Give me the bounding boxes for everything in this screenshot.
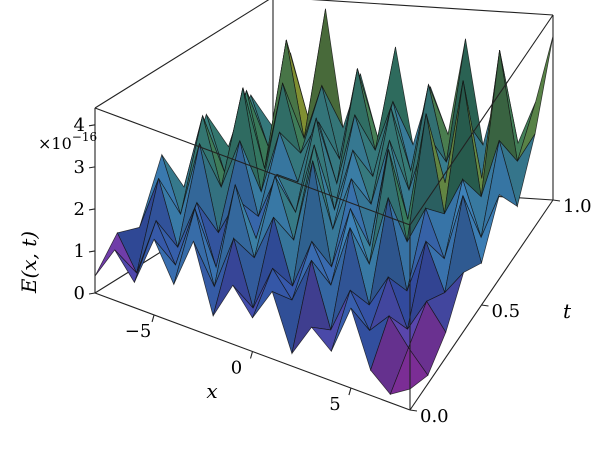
z-tick-label: 0 bbox=[74, 283, 85, 304]
x-tick bbox=[348, 387, 352, 396]
z-tick bbox=[88, 124, 96, 127]
axis-ticks: −5 0 5 0.0 0.5 1.0 0 1 2 3 4 bbox=[74, 115, 592, 427]
z-tick-label: 4 bbox=[74, 115, 85, 136]
z-tick-label: 3 bbox=[74, 157, 85, 178]
z-tick bbox=[88, 166, 96, 169]
z-tick bbox=[88, 250, 96, 253]
x-tick bbox=[249, 351, 254, 359]
z-tick-label: 1 bbox=[74, 241, 85, 262]
t-tick bbox=[409, 409, 418, 412]
t-axis-label: t bbox=[563, 299, 572, 323]
z-scale-factor: ×10−16 bbox=[38, 130, 97, 153]
box-edge bbox=[94, 107, 411, 226]
t-tick-label: 0.5 bbox=[492, 301, 521, 322]
z-axis-label: E(x, t) bbox=[17, 231, 41, 294]
x-tick bbox=[151, 314, 155, 323]
x-tick-label: 5 bbox=[329, 394, 340, 415]
t-tick-label: 0.0 bbox=[420, 406, 449, 427]
x-axis-label: x bbox=[206, 379, 217, 403]
box-edge bbox=[311, 0, 554, 16]
t-tick bbox=[552, 199, 561, 202]
z-tick bbox=[88, 292, 96, 295]
box-edge bbox=[409, 14, 554, 226]
x-tick-label: −5 bbox=[125, 321, 152, 342]
t-tick bbox=[481, 304, 489, 307]
surface-patch bbox=[389, 347, 429, 395]
surface-mesh bbox=[94, 8, 554, 395]
box-edge bbox=[94, 0, 270, 109]
x-tick-label: 0 bbox=[231, 358, 242, 379]
z-tick bbox=[88, 208, 96, 211]
t-tick-label: 1.0 bbox=[563, 196, 592, 217]
z-tick-label: 2 bbox=[74, 199, 85, 220]
